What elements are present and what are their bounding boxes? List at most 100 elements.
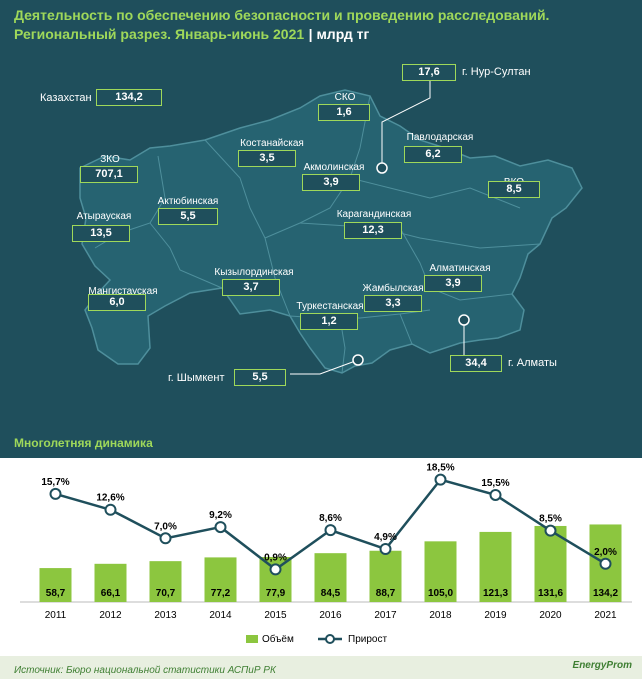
x-tick-2016: 2016 — [319, 610, 342, 621]
region-value-pavlodar: 6,2 — [404, 146, 462, 163]
x-tick-2013: 2013 — [154, 610, 177, 621]
x-tick-2020: 2020 — [539, 610, 562, 621]
growth-label-2013: 7,0% — [154, 521, 177, 532]
legend-line-marker — [325, 634, 335, 644]
bar-label-2015: 77,9 — [266, 588, 286, 599]
region-label-aktobe: Актюбинская — [157, 196, 219, 207]
growth-point-2015 — [269, 563, 282, 576]
growth-label-2018: 18,5% — [426, 463, 454, 474]
country-label: Казахстан — [40, 92, 92, 104]
bar-2020 — [534, 525, 567, 602]
growth-point-2018 — [434, 473, 447, 486]
region-label-kyzylorda: Кызылординская — [214, 267, 294, 278]
growth-label-2020: 8,5% — [539, 514, 562, 525]
growth-point-2014 — [214, 521, 227, 534]
city-value-nur-sultan: 17,6 — [402, 64, 456, 81]
region-value-almaty-region: 3,9 — [424, 275, 482, 292]
bar-2017 — [369, 550, 402, 602]
x-tick-2017: 2017 — [374, 610, 397, 621]
section-bar: Многолетняя динамика — [0, 420, 642, 458]
city-value-almaty: 34,4 — [450, 355, 502, 372]
x-tick-2012: 2012 — [99, 610, 122, 621]
bar-2016 — [314, 553, 347, 602]
source-text: Источник: Бюро национальной статистики А… — [14, 665, 276, 676]
growth-label-2012: 12,6% — [96, 493, 124, 504]
footer: Источник: Бюро национальной статистики А… — [0, 656, 642, 679]
x-tick-2021: 2021 — [594, 610, 617, 621]
region-label-karaganda: Карагандинская — [336, 209, 412, 220]
almaty-marker — [458, 314, 470, 326]
bar-2013 — [149, 561, 182, 602]
growth-label-2015: 0,9% — [264, 552, 287, 563]
region-label-turkestan: Туркестанская — [296, 301, 364, 312]
shymkent-marker — [352, 354, 364, 366]
region-label-sko: СКО — [334, 92, 356, 103]
page-title: Деятельность по обеспечению безопасности… — [14, 7, 550, 42]
country-outline — [79, 89, 583, 374]
country-value: 134,2 — [96, 89, 162, 106]
growth-point-2016 — [324, 524, 337, 537]
brand-logo: EnergyProm — [572, 660, 632, 671]
legend-bar-swatch — [246, 635, 258, 643]
bar-label-2011: 58,7 — [46, 588, 66, 599]
region-value-vko: 8,5 — [488, 181, 540, 198]
x-tick-2014: 2014 — [209, 610, 232, 621]
bar-label-2019: 121,3 — [483, 588, 508, 599]
bar-label-2013: 70,7 — [156, 588, 176, 599]
region-label-zko: ЗКО — [100, 154, 120, 165]
x-tick-2015: 2015 — [264, 610, 287, 621]
region-value-turkestan: 1,2 — [300, 313, 358, 330]
growth-point-2011 — [49, 487, 62, 500]
bar-2019 — [479, 531, 512, 602]
growth-label-2021: 2,0% — [594, 547, 617, 558]
region-value-atyrau: 13,5 — [72, 225, 130, 242]
region-label-kostanay: Костанайская — [240, 138, 304, 149]
bar-2011 — [39, 568, 72, 602]
region-label-akmola: Акмолинская — [303, 162, 365, 173]
city-label-shymkent: г. Шымкент — [168, 372, 225, 384]
region-label-zhambyl: Жамбылская — [362, 283, 424, 294]
region-label-pavlodar: Павлодарская — [406, 132, 474, 143]
growth-label-2019: 15,5% — [481, 478, 509, 489]
unit-separator: | — [308, 26, 317, 42]
growth-point-2013 — [159, 532, 172, 545]
growth-point-2012 — [104, 503, 117, 516]
region-value-karaganda: 12,3 — [344, 222, 402, 239]
growth-label-2011: 15,7% — [41, 477, 69, 488]
legend-bar-label: Объём — [262, 633, 294, 645]
map-area: Казахстан 134,2 ЗКО 707,1 Атырауская 13,… — [0, 48, 642, 420]
region-label-mangystau: Мангистауская — [88, 286, 158, 297]
growth-point-2017 — [379, 543, 392, 556]
region-value-sko: 1,6 — [318, 104, 370, 121]
growth-label-2016: 8,6% — [319, 513, 342, 524]
region-label-atyrau: Атырауская — [76, 211, 132, 222]
region-value-zko: 707,1 — [80, 166, 138, 183]
bar-label-2021: 134,2 — [593, 588, 618, 599]
section-title: Многолетняя динамика — [14, 436, 153, 450]
x-tick-2011: 2011 — [45, 610, 67, 621]
city-label-almaty: г. Алматы — [508, 357, 557, 369]
region-value-akmola: 3,9 — [302, 174, 360, 191]
growth-point-2021 — [599, 557, 612, 570]
chart-area: 58,7 2011 66,1 2012 70,7 2013 77,2 2014 77,9 2015… — [0, 458, 642, 656]
city-label-nur-sultan: г. Нур-Султан — [462, 66, 531, 78]
bar-2012 — [94, 563, 127, 602]
leader-lines — [290, 77, 465, 375]
x-tick-2019: 2019 — [484, 610, 507, 621]
region-value-kyzylorda: 3,7 — [222, 279, 280, 296]
bar-label-2012: 66,1 — [101, 588, 121, 599]
region-value-aktobe: 5,5 — [158, 208, 218, 225]
bar-label-2020: 131,6 — [538, 588, 563, 599]
region-value-mangystau: 6,0 — [88, 294, 146, 311]
growth-label-2017: 4,9% — [374, 532, 397, 543]
dynamics-chart: 58,7 2011 66,1 2012 70,7 2013 77,2 2014 77,9 2015… — [20, 463, 632, 645]
city-value-shymkent: 5,5 — [234, 369, 286, 386]
growth-point-2019 — [489, 488, 502, 501]
header: Деятельность по обеспечению безопасности… — [0, 0, 642, 48]
bar-label-2014: 77,2 — [211, 588, 231, 599]
region-value-zhambyl: 3,3 — [364, 295, 422, 312]
x-tick-2018: 2018 — [429, 610, 452, 621]
unit-label: млрд тг — [316, 26, 370, 42]
bar-label-2016: 84,5 — [321, 588, 341, 599]
bar-label-2017: 88,7 — [376, 588, 396, 599]
